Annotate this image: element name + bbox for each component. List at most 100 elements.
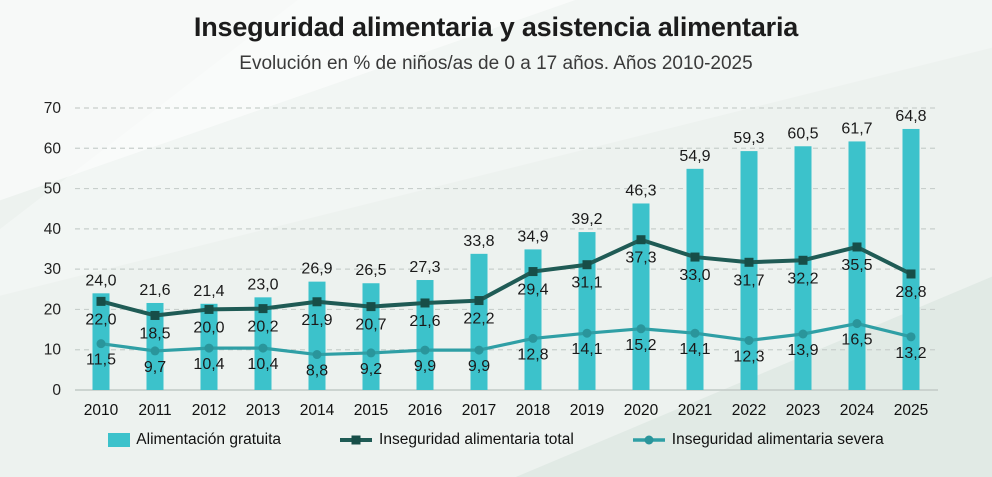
bar-label-2015: 26,5 <box>355 262 386 279</box>
x-tick-2013: 2013 <box>246 402 280 419</box>
bar-label-2014: 26,9 <box>301 261 332 278</box>
bar-2022 <box>740 151 758 390</box>
legend-label: Inseguridad alimentaria severa <box>671 431 884 448</box>
bar-label-2021: 54,9 <box>679 148 710 165</box>
bar-2025 <box>902 128 920 390</box>
y-tick-50: 50 <box>44 181 62 198</box>
label-severa-2017: 9,9 <box>468 358 490 375</box>
x-tick-2025: 2025 <box>894 402 928 419</box>
label-severa-2022: 12,3 <box>733 348 764 365</box>
legend-line-square-icon <box>340 435 373 445</box>
marker-severa-2023 <box>798 329 808 339</box>
x-tick-2010: 2010 <box>84 402 119 419</box>
bar-2024 <box>848 141 866 390</box>
marker-total-2014 <box>312 297 322 307</box>
bar-label-2011: 21,6 <box>139 282 170 299</box>
marker-total-2013 <box>258 304 268 314</box>
label-total-2023: 32,2 <box>787 270 818 287</box>
legend-label: Alimentación gratuita <box>136 431 282 448</box>
marker-severa-2010 <box>96 339 106 349</box>
marker-severa-2025 <box>906 332 916 342</box>
marker-total-2019 <box>582 260 592 270</box>
label-severa-2020: 15,2 <box>625 337 656 354</box>
y-tick-70: 70 <box>44 100 62 117</box>
bar-2019 <box>578 232 596 390</box>
bar-label-2013: 23,0 <box>247 276 278 293</box>
x-tick-2015: 2015 <box>354 402 388 419</box>
marker-severa-2021 <box>690 328 700 338</box>
marker-total-2018 <box>528 267 538 277</box>
marker-severa-2011 <box>150 346 160 356</box>
x-tick-2011: 2011 <box>138 402 171 419</box>
x-tick-2022: 2022 <box>732 402 766 419</box>
marker-total-2021 <box>690 252 700 262</box>
label-total-2021: 33,0 <box>679 267 710 284</box>
bar-label-2012: 21,4 <box>193 283 224 300</box>
chart-title: Inseguridad alimentaria y asistencia ali… <box>193 12 799 42</box>
bar-label-2022: 59,3 <box>733 130 764 147</box>
y-tick-10: 10 <box>44 342 62 359</box>
marker-severa-2020 <box>636 324 646 334</box>
label-total-2012: 20,0 <box>193 319 224 336</box>
label-severa-2011: 9,7 <box>144 359 166 376</box>
bar-label-2016: 27,3 <box>409 259 440 276</box>
label-total-2016: 21,6 <box>409 313 440 330</box>
label-severa-2012: 10,4 <box>193 356 224 373</box>
marker-total-2017 <box>474 296 484 306</box>
x-tick-2016: 2016 <box>408 402 442 419</box>
marker-severa-2022 <box>744 335 754 345</box>
legend-item-alimentacion-gratuita: Alimentación gratuita <box>108 431 281 449</box>
marker-total-2022 <box>744 257 754 267</box>
marker-severa-2015 <box>366 348 376 358</box>
line-total <box>99 237 913 318</box>
marker-total-2011 <box>150 310 160 320</box>
legend-bar-swatch <box>108 433 131 447</box>
bar-2018 <box>524 249 542 390</box>
legend-item-inseguridad-severa: Inseguridad alimentaria severa <box>632 431 884 449</box>
label-total-2024: 35,5 <box>841 257 872 274</box>
marker-severa-2018 <box>528 333 538 343</box>
bar-2017 <box>470 253 488 390</box>
label-severa-2021: 14,1 <box>679 341 710 358</box>
bar-2020 <box>632 203 650 390</box>
y-tick-60: 60 <box>44 140 62 157</box>
label-severa-2024: 16,5 <box>841 332 872 349</box>
marker-severa-2017 <box>474 345 484 355</box>
label-severa-2025: 13,2 <box>895 345 926 362</box>
x-tick-2017: 2017 <box>462 402 496 419</box>
marker-total-2012 <box>204 304 214 314</box>
x-tick-2012: 2012 <box>192 402 226 419</box>
marker-total-2015 <box>366 302 376 312</box>
marker-total-2023 <box>798 255 808 265</box>
bar-2023 <box>794 146 812 390</box>
bar-label-2018: 34,9 <box>517 228 548 245</box>
x-tick-2020: 2020 <box>624 402 659 419</box>
label-total-2017: 22,2 <box>463 311 494 328</box>
marker-total-2025 <box>906 269 916 279</box>
bar-label-2010: 24,0 <box>85 272 116 289</box>
y-tick-40: 40 <box>44 221 62 238</box>
marker-total-2016 <box>420 298 430 308</box>
marker-severa-2012 <box>204 343 214 353</box>
label-total-2014: 21,9 <box>301 312 332 329</box>
label-total-2020: 37,3 <box>625 250 656 267</box>
y-tick-20: 20 <box>44 301 62 318</box>
marker-severa-2024 <box>852 319 862 329</box>
label-severa-2018: 12,8 <box>517 346 548 363</box>
x-tick-2024: 2024 <box>840 402 875 419</box>
bar-label-2019: 39,2 <box>571 211 602 228</box>
bar-label-2023: 60,5 <box>787 125 818 142</box>
line-severa <box>99 321 913 357</box>
legend-label: Inseguridad alimentaria total <box>379 431 574 448</box>
bar-label-2024: 61,7 <box>841 120 872 137</box>
y-tick-0: 0 <box>52 382 61 399</box>
chart-subtitle: Evolución en % de niños/as de 0 a 17 año… <box>239 53 753 74</box>
label-severa-2019: 14,1 <box>571 341 602 358</box>
marker-severa-2019 <box>582 328 592 338</box>
label-total-2015: 20,7 <box>355 317 386 334</box>
label-severa-2023: 13,9 <box>787 342 818 359</box>
label-severa-2013: 10,4 <box>247 356 278 373</box>
label-total-2011: 18,5 <box>139 325 170 342</box>
marker-total-2010 <box>96 296 106 306</box>
x-tick-2018: 2018 <box>516 402 550 419</box>
